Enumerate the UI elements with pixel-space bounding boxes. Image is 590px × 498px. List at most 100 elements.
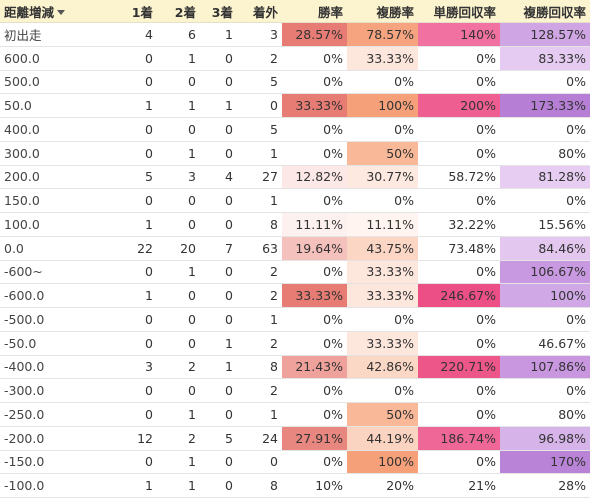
cell: 32.22% xyxy=(418,212,500,237)
cell: 21.43% xyxy=(282,355,347,380)
sort-arrow-shape xyxy=(57,10,66,15)
table-row: 300.0 0 1 0 1 0% 50% 0% 80% xyxy=(0,141,590,166)
cell: 0% xyxy=(282,402,347,427)
cell: 0% xyxy=(347,188,418,213)
column-header: 1着 xyxy=(112,0,157,23)
cell: 63 xyxy=(237,236,282,261)
cell: 0 xyxy=(200,141,237,166)
table-row: 600.0 0 1 0 2 0% 33.33% 0% 83.33% xyxy=(0,46,590,71)
cell: 1 xyxy=(237,141,282,166)
cell: 0% xyxy=(500,70,590,95)
cell: 0 xyxy=(157,70,200,95)
cell: 1 xyxy=(237,402,282,427)
sort-arrow[interactable] xyxy=(57,10,66,16)
header-label: 距離増減 xyxy=(4,4,55,20)
cell: 20% xyxy=(347,473,418,498)
cell: 0% xyxy=(282,307,347,332)
cell: 0 xyxy=(200,260,237,285)
cell: 83.33% xyxy=(500,46,590,71)
cell: 0 xyxy=(237,450,282,475)
cell: 0 xyxy=(157,331,200,356)
cell: 33.33% xyxy=(347,331,418,356)
header-label: 勝率 xyxy=(317,4,343,20)
row-label: 150.0 xyxy=(0,188,112,213)
row-label: -50.0 xyxy=(0,331,112,356)
cell: 0% xyxy=(282,141,347,166)
header-label: 2着 xyxy=(174,4,196,20)
row-label: 50.0 xyxy=(0,93,112,118)
cell: 0 xyxy=(112,450,157,475)
cell: 4 xyxy=(200,165,237,190)
cell: 44.19% xyxy=(347,426,418,451)
header-label: 単勝回収率 xyxy=(433,4,496,20)
table-row: 50.0 1 1 1 0 33.33% 100% 200% 173.33% xyxy=(0,93,590,118)
cell: 5 xyxy=(237,70,282,95)
column-header[interactable]: 距離増減 xyxy=(0,0,112,23)
table-row: -150.0 0 1 0 0 0% 100% 0% 170% xyxy=(0,450,590,475)
cell: 0 xyxy=(200,450,237,475)
column-header: 勝率 xyxy=(282,0,347,23)
cell: 84.46% xyxy=(500,236,590,261)
cell: 5 xyxy=(112,165,157,190)
cell: 0% xyxy=(418,117,500,142)
cell: 33.33% xyxy=(282,283,347,308)
cell: 8 xyxy=(237,355,282,380)
cell: 0 xyxy=(157,212,200,237)
cell: 0% xyxy=(282,70,347,95)
cell: 24 xyxy=(237,426,282,451)
row-label: -200.0 xyxy=(0,426,112,451)
cell: 0 xyxy=(112,331,157,356)
table-body: 初出走 4 6 1 3 28.57% 78.57% 140% 128.57% 600.0 0 1 0 2 0… xyxy=(0,22,590,498)
header-label: 3着 xyxy=(211,4,233,20)
row-label: -250.0 xyxy=(0,402,112,427)
cell: 1 xyxy=(112,473,157,498)
column-header: 着外 xyxy=(237,0,282,23)
cell: 0 xyxy=(112,70,157,95)
row-label: 600.0 xyxy=(0,46,112,71)
cell: 1 xyxy=(200,355,237,380)
cell: 11.11% xyxy=(347,212,418,237)
table-row: -200.0 12 2 5 24 27.91% 44.19% 186.74% 96.98% xyxy=(0,426,590,451)
row-label: 200.0 xyxy=(0,165,112,190)
cell: 6 xyxy=(157,22,200,47)
cell: 100% xyxy=(347,93,418,118)
cell: 1 xyxy=(112,93,157,118)
cell: 80% xyxy=(500,402,590,427)
cell: 0% xyxy=(500,188,590,213)
cell: 1 xyxy=(200,331,237,356)
cell: 20 xyxy=(157,236,200,261)
table-row: -600~ 0 1 0 2 0% 33.33% 0% 106.67% xyxy=(0,260,590,285)
cell: 30.77% xyxy=(347,165,418,190)
cell: 0 xyxy=(200,378,237,403)
cell: 2 xyxy=(237,378,282,403)
cell: 5 xyxy=(237,117,282,142)
row-label: -400.0 xyxy=(0,355,112,380)
cell: 73.48% xyxy=(418,236,500,261)
row-label: -150.0 xyxy=(0,450,112,475)
table-row: 400.0 0 0 0 5 0% 0% 0% 0% xyxy=(0,117,590,142)
cell: 10% xyxy=(282,473,347,498)
row-label: 0.0 xyxy=(0,236,112,261)
cell: 21% xyxy=(418,473,500,498)
cell: 186.74% xyxy=(418,426,500,451)
cell: 1 xyxy=(157,450,200,475)
cell: 0% xyxy=(418,307,500,332)
table-row: 0.0 22 20 7 63 19.64% 43.75% 73.48% 84.46% xyxy=(0,236,590,261)
cell: 0 xyxy=(200,402,237,427)
cell: 96.98% xyxy=(500,426,590,451)
cell: 0% xyxy=(418,260,500,285)
cell: 128.57% xyxy=(500,22,590,47)
cell: 0% xyxy=(347,70,418,95)
cell: 33.33% xyxy=(347,46,418,71)
cell: 0% xyxy=(282,117,347,142)
cell: 0 xyxy=(157,307,200,332)
cell: 33.33% xyxy=(347,283,418,308)
cell: 1 xyxy=(157,93,200,118)
cell: 11.11% xyxy=(282,212,347,237)
table-row: 100.0 1 0 0 8 11.11% 11.11% 32.22% 15.56% xyxy=(0,212,590,237)
cell: 0 xyxy=(200,473,237,498)
cell: 58.72% xyxy=(418,165,500,190)
cell: 0 xyxy=(200,117,237,142)
column-header: 2着 xyxy=(157,0,200,23)
cell: 0 xyxy=(112,402,157,427)
